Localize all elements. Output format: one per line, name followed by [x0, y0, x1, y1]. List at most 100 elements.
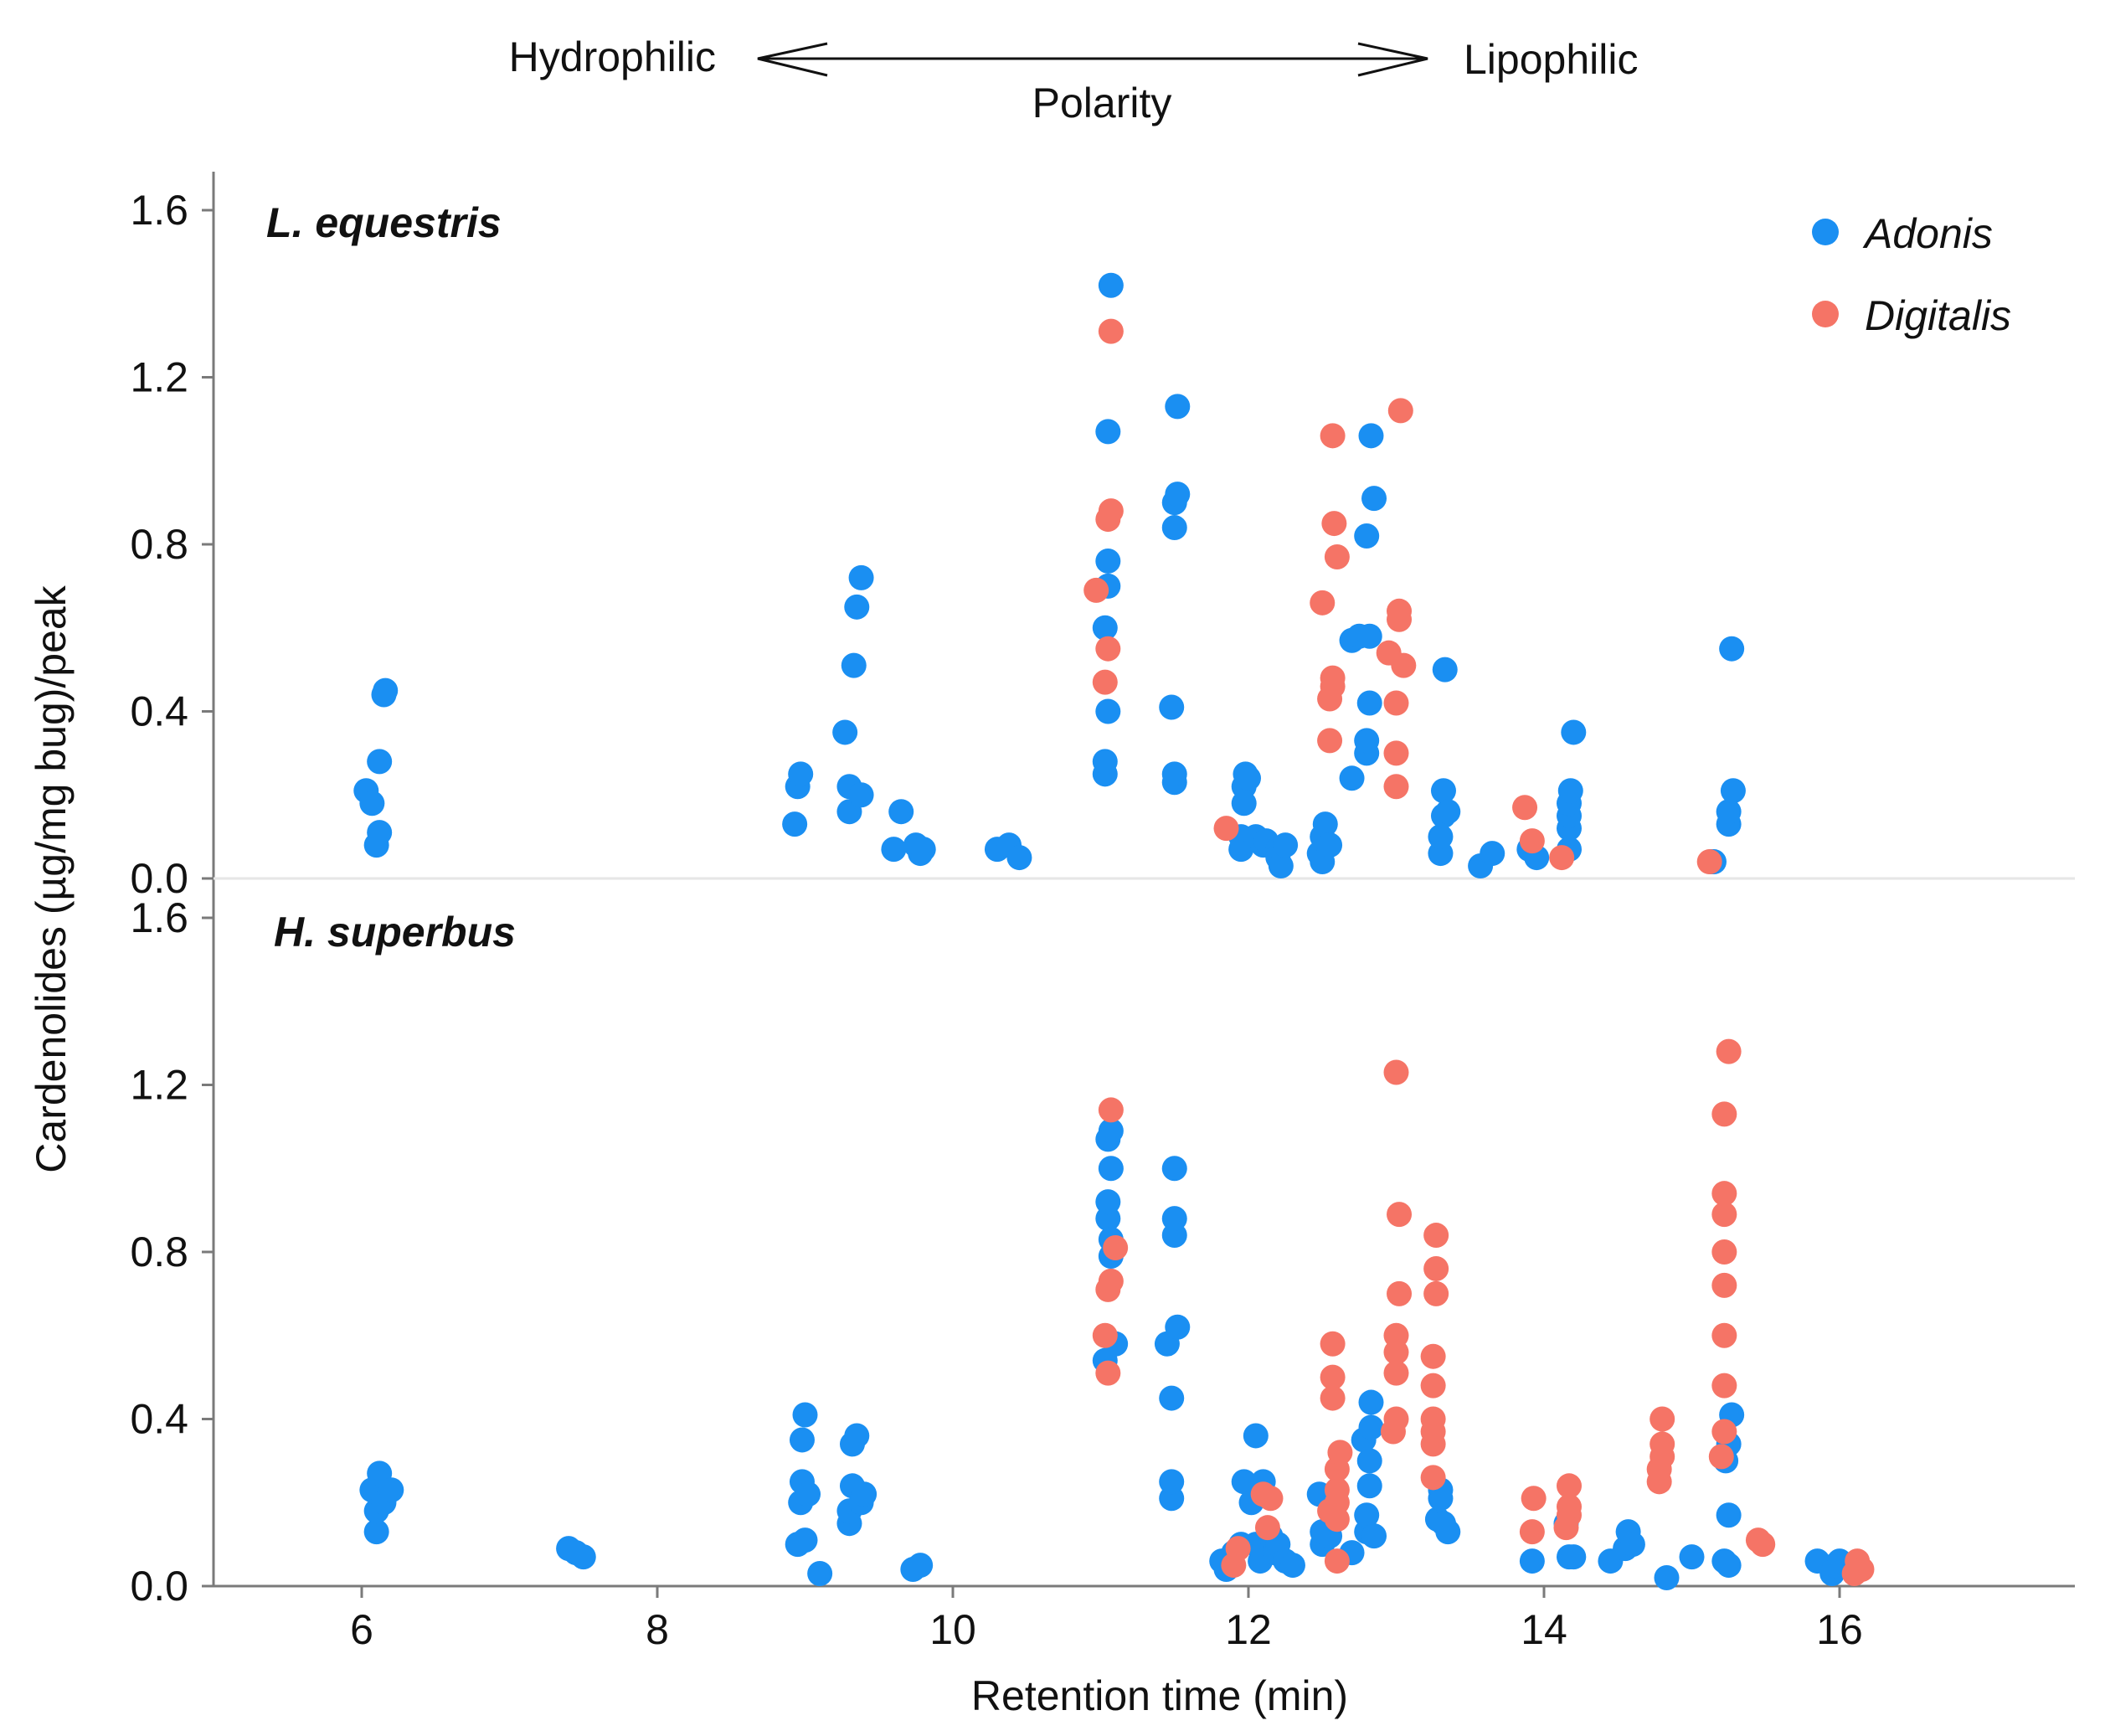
- digitalis-data-point: [1650, 1406, 1675, 1432]
- adonis-data-point: [363, 1519, 389, 1545]
- digitalis-data-point: [1711, 1101, 1737, 1127]
- adonis-data-point: [1430, 778, 1456, 804]
- adonis-data-point: [1312, 811, 1338, 837]
- digitalis-data-point: [1317, 728, 1343, 754]
- digitalis-data-point: [1519, 828, 1545, 854]
- x-tick-label: 10: [929, 1606, 976, 1653]
- adonis-data-point: [807, 1561, 833, 1587]
- digitalis-data-point: [1557, 1494, 1583, 1520]
- digitalis-data-point: [1512, 795, 1538, 821]
- adonis-data-point: [1716, 1553, 1742, 1579]
- adonis-data-point: [1358, 1389, 1384, 1415]
- adonis-data-point: [378, 1477, 404, 1503]
- digitalis-data-point: [1849, 1557, 1875, 1583]
- adonis-data-point: [1432, 657, 1458, 683]
- adonis-data-point: [367, 820, 393, 846]
- digitalis-data-point: [1320, 1385, 1346, 1411]
- adonis-data-point: [1716, 1502, 1742, 1528]
- adonis-data-point: [910, 837, 936, 863]
- adonis-data-point: [1561, 719, 1587, 745]
- adonis-data-point: [1095, 419, 1121, 445]
- digitalis-data-point: [1383, 774, 1409, 800]
- hydrophilic-label: Hydrophilic: [509, 33, 716, 80]
- digitalis-data-point: [1324, 1548, 1350, 1574]
- adonis-data-point: [848, 564, 874, 590]
- y-ticks-panel-1: 0.0 0.4 0.8 1.2 1.6: [130, 187, 214, 902]
- digitalis-data-point: [1098, 1097, 1124, 1123]
- adonis-data-point: [908, 1553, 934, 1579]
- y-axis-label: Cardenolides (µg/mg bug)/peak: [28, 585, 75, 1172]
- adonis-data-point: [1361, 486, 1387, 512]
- adonis-data-point: [788, 761, 814, 787]
- adonis-data-point: [1236, 765, 1261, 791]
- adonis-data-point: [1557, 778, 1583, 804]
- panel-title-l-equestris: L. equestris: [266, 199, 502, 246]
- digitalis-data-point: [1321, 511, 1347, 537]
- x-tick-label: 16: [1816, 1606, 1863, 1653]
- axes: [212, 172, 2075, 1588]
- adonis-data-point: [1354, 523, 1380, 549]
- digitalis-data-point: [1750, 1532, 1776, 1558]
- digitalis-data-point: [1383, 1059, 1409, 1085]
- digitalis-data-point: [1387, 1280, 1413, 1306]
- legend-digitalis-marker: [1812, 301, 1839, 327]
- x-ticks: 6 8 10 12 14 16: [350, 1586, 1863, 1653]
- digitalis-data-point: [1387, 1202, 1413, 1228]
- adonis-data-point: [1361, 1523, 1387, 1549]
- digitalis-data-point: [1423, 1280, 1449, 1306]
- digitalis-data-point: [1324, 543, 1350, 569]
- digitalis-data-point: [1391, 652, 1417, 678]
- adonis-data-point: [1654, 1565, 1680, 1591]
- digitalis-data-point: [1711, 1239, 1737, 1265]
- adonis-data-point: [1356, 623, 1382, 649]
- adonis-data-point: [1480, 841, 1505, 867]
- digitalis-data-point: [1258, 1486, 1284, 1512]
- adonis-data-point: [1719, 636, 1745, 662]
- adonis-data-point: [1095, 698, 1121, 724]
- adonis-data-point: [1339, 765, 1365, 791]
- legend-digitalis-label: Digitalis: [1865, 292, 2011, 339]
- digitalis-data-point: [1420, 1465, 1446, 1491]
- adonis-data-point: [1231, 1469, 1257, 1495]
- adonis-data-point: [1159, 694, 1185, 720]
- x-axis-label: Retention time (min): [971, 1672, 1348, 1719]
- adonis-data-point: [841, 652, 867, 678]
- adonis-data-point: [1428, 1486, 1454, 1512]
- digitalis-data-point: [1716, 1038, 1742, 1064]
- adonis-data-point: [1098, 1156, 1124, 1182]
- adonis-data-point: [1098, 272, 1124, 298]
- adonis-data-point: [1354, 728, 1380, 754]
- digitalis-data-point: [1095, 1360, 1121, 1386]
- legend-adonis-marker: [1812, 219, 1839, 245]
- polarity-arrow-icon: [757, 42, 1428, 77]
- y-tick-label: 0.4: [130, 688, 188, 735]
- digitalis-data-point: [1711, 1373, 1737, 1399]
- digitalis-data-point: [1310, 590, 1336, 616]
- digitalis-data-point: [1098, 318, 1124, 344]
- adonis-data-point: [1619, 1532, 1645, 1558]
- adonis-data-point: [1679, 1544, 1705, 1570]
- digitalis-data-point: [1327, 1440, 1353, 1466]
- digitalis-data-point: [1213, 816, 1239, 842]
- adonis-data-point: [1273, 832, 1299, 858]
- adonis-data-point: [1159, 1469, 1185, 1495]
- digitalis-data-point: [1254, 1515, 1280, 1541]
- adonis-data-point: [795, 1481, 821, 1507]
- adonis-data-point: [1161, 1156, 1187, 1182]
- adonis-data-point: [1435, 1519, 1461, 1545]
- adonis-data-point: [1279, 1553, 1305, 1579]
- digitalis-data-point: [1383, 690, 1409, 716]
- adonis-data-point: [1716, 799, 1742, 825]
- y-tick-label: 0.4: [130, 1396, 188, 1443]
- digitalis-data-point: [1383, 1360, 1409, 1386]
- digitalis-data-point: [1420, 1373, 1446, 1399]
- adonis-data-point: [1159, 1385, 1185, 1411]
- digitalis-data-point: [1092, 1322, 1118, 1348]
- x-tick-label: 12: [1225, 1606, 1272, 1653]
- adonis-data-point: [782, 811, 808, 837]
- adonis-data-point: [844, 1423, 870, 1449]
- y-tick-label: 0.0: [130, 855, 188, 902]
- x-tick-label: 14: [1521, 1606, 1567, 1653]
- y-tick-label: 1.6: [130, 894, 188, 941]
